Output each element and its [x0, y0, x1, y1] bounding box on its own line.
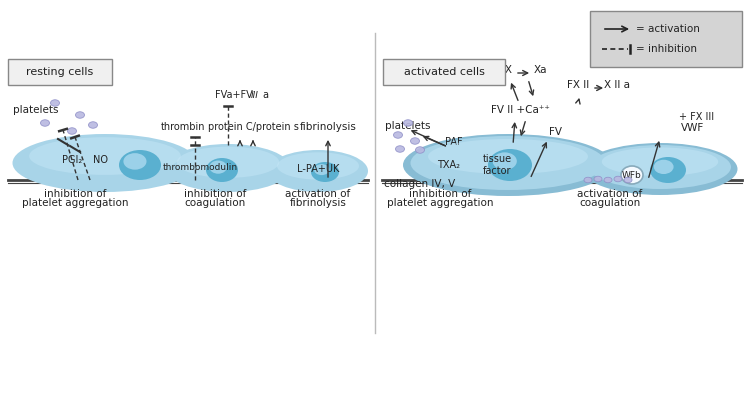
- Text: X II a: X II a: [604, 80, 630, 90]
- Text: protein C/protein s: protein C/protein s: [208, 122, 298, 132]
- Ellipse shape: [68, 128, 76, 134]
- Ellipse shape: [594, 176, 602, 182]
- Ellipse shape: [166, 144, 290, 192]
- Text: inhibition of: inhibition of: [44, 189, 106, 199]
- Text: platelet aggregation: platelet aggregation: [387, 198, 494, 208]
- Text: III: III: [251, 91, 259, 100]
- Text: coagulation: coagulation: [184, 198, 246, 208]
- Ellipse shape: [624, 177, 632, 183]
- Text: fibrinolysis: fibrinolysis: [290, 198, 346, 208]
- Ellipse shape: [602, 147, 718, 176]
- Text: FV: FV: [550, 127, 562, 137]
- Text: inhibition of: inhibition of: [184, 189, 246, 199]
- Ellipse shape: [124, 153, 146, 170]
- Text: platelets: platelets: [385, 121, 430, 131]
- Ellipse shape: [410, 138, 419, 144]
- Ellipse shape: [614, 176, 622, 182]
- Ellipse shape: [584, 177, 592, 183]
- Ellipse shape: [314, 164, 329, 175]
- Text: L-PA+UK: L-PA+UK: [297, 164, 339, 174]
- Ellipse shape: [395, 146, 404, 152]
- Ellipse shape: [277, 152, 359, 180]
- Text: FV II +Ca⁺⁺: FV II +Ca⁺⁺: [490, 105, 550, 115]
- Ellipse shape: [589, 145, 731, 189]
- Text: platelets: platelets: [13, 105, 58, 115]
- Text: inhibition of: inhibition of: [409, 189, 471, 199]
- Ellipse shape: [206, 158, 238, 182]
- Text: thrombin: thrombin: [160, 122, 206, 132]
- Ellipse shape: [268, 150, 368, 192]
- Ellipse shape: [40, 120, 50, 126]
- Text: FVa+FV: FVa+FV: [215, 90, 253, 100]
- Ellipse shape: [583, 143, 737, 195]
- Ellipse shape: [209, 160, 227, 174]
- Text: resting cells: resting cells: [26, 67, 94, 77]
- Text: VWF: VWF: [681, 123, 705, 133]
- Text: thrombomodulin: thrombomodulin: [163, 163, 238, 172]
- Ellipse shape: [422, 138, 594, 178]
- Text: TXA₂: TXA₂: [437, 160, 460, 170]
- Text: a: a: [262, 90, 268, 100]
- Text: = inhibition: = inhibition: [636, 44, 697, 54]
- FancyBboxPatch shape: [590, 11, 742, 67]
- Ellipse shape: [650, 157, 686, 183]
- Text: activated cells: activated cells: [404, 67, 484, 77]
- Text: collagen IV, V: collagen IV, V: [384, 179, 455, 189]
- Ellipse shape: [493, 152, 517, 170]
- Ellipse shape: [621, 166, 643, 184]
- Ellipse shape: [29, 137, 181, 175]
- Ellipse shape: [177, 147, 279, 178]
- FancyBboxPatch shape: [383, 59, 505, 85]
- Text: PGI₂: PGI₂: [62, 155, 82, 165]
- Text: FX: FX: [500, 65, 512, 75]
- Text: activation of: activation of: [578, 189, 643, 199]
- Ellipse shape: [604, 177, 612, 183]
- Text: tissue
factor: tissue factor: [482, 154, 512, 176]
- Ellipse shape: [654, 160, 674, 174]
- Text: fibrinolysis: fibrinolysis: [299, 122, 356, 132]
- Ellipse shape: [13, 134, 197, 192]
- FancyBboxPatch shape: [8, 59, 112, 85]
- Text: Xa: Xa: [533, 65, 547, 75]
- Ellipse shape: [50, 100, 59, 106]
- Ellipse shape: [596, 146, 724, 180]
- Text: WFb: WFb: [622, 171, 642, 180]
- Ellipse shape: [76, 112, 85, 118]
- Ellipse shape: [428, 139, 588, 174]
- Ellipse shape: [403, 134, 613, 196]
- Text: PAF: PAF: [446, 137, 463, 147]
- Text: FX II: FX II: [567, 80, 590, 90]
- Text: = activation: = activation: [636, 24, 700, 34]
- Ellipse shape: [88, 122, 98, 128]
- Text: activation of: activation of: [285, 189, 350, 199]
- Ellipse shape: [404, 120, 412, 126]
- Ellipse shape: [410, 136, 605, 190]
- Ellipse shape: [394, 132, 403, 138]
- Ellipse shape: [488, 149, 532, 181]
- Ellipse shape: [119, 150, 161, 180]
- Ellipse shape: [416, 147, 424, 153]
- Ellipse shape: [311, 162, 339, 182]
- Text: NO: NO: [92, 155, 107, 165]
- Text: coagulation: coagulation: [579, 198, 640, 208]
- Text: platelet aggregation: platelet aggregation: [22, 198, 128, 208]
- Text: + FX III: + FX III: [680, 112, 715, 122]
